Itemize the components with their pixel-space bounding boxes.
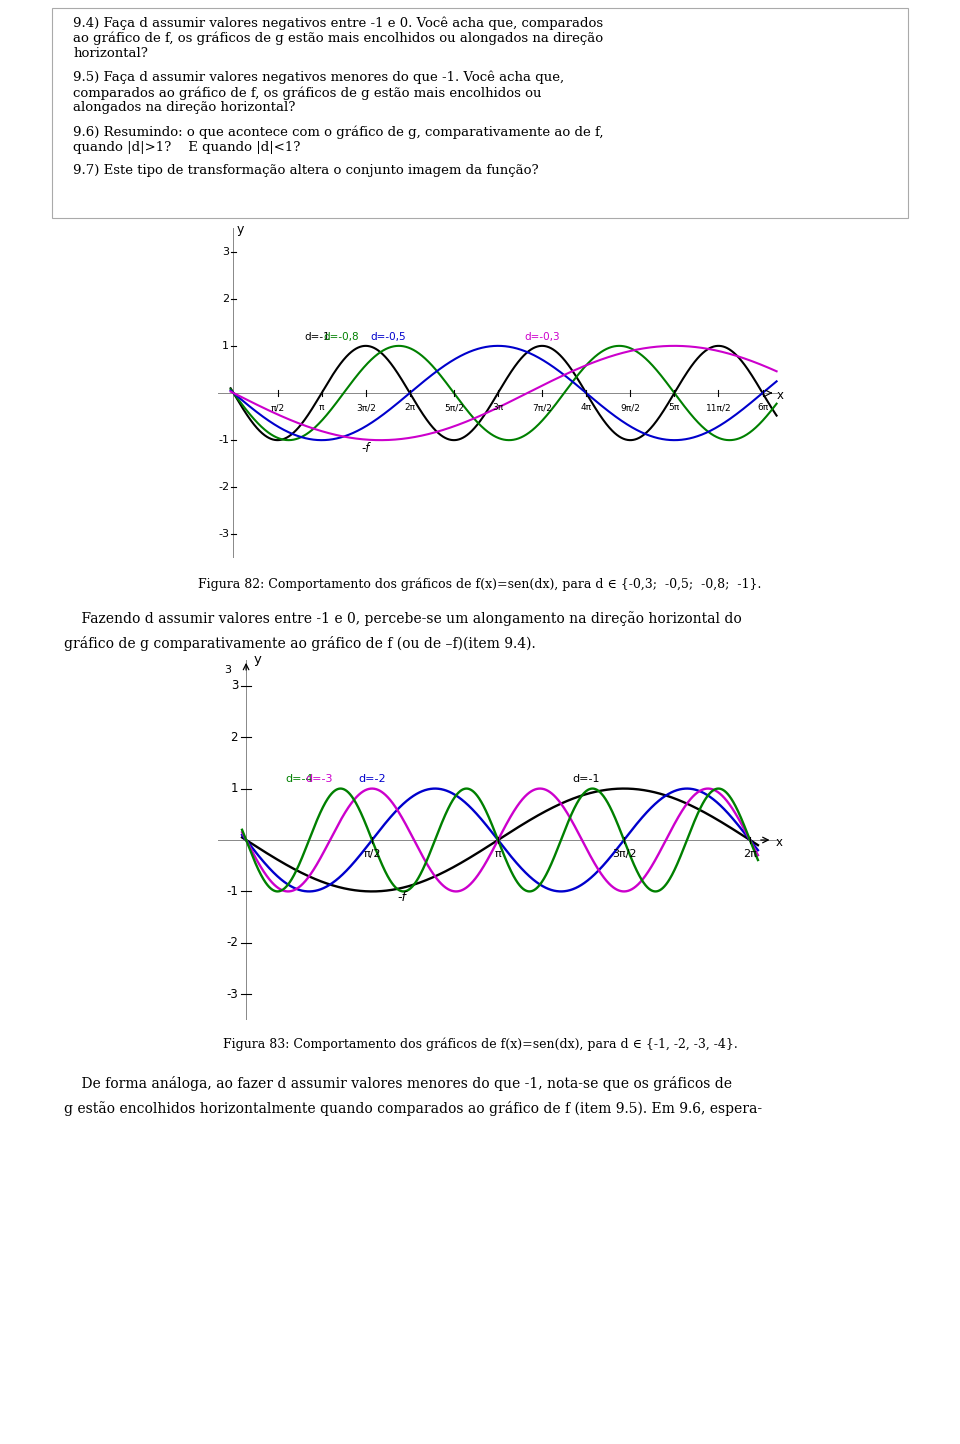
Text: π: π bbox=[319, 403, 324, 413]
Text: d=-4: d=-4 bbox=[285, 774, 313, 784]
Text: g estão encolhidos horizontalmente quando comparados ao gráfico de f (item 9.5).: g estão encolhidos horizontalmente quand… bbox=[64, 1100, 762, 1116]
Text: ao gráfico de f, os gráficos de g estão mais encolhidos ou alongados na direção: ao gráfico de f, os gráficos de g estão … bbox=[73, 32, 604, 45]
Text: d=-0,5: d=-0,5 bbox=[370, 332, 405, 342]
Text: 2π: 2π bbox=[404, 403, 416, 413]
Text: -3: -3 bbox=[227, 988, 238, 1001]
Text: 5π/2: 5π/2 bbox=[444, 403, 464, 413]
Text: -f: -f bbox=[397, 891, 407, 904]
Text: horizontal?: horizontal? bbox=[73, 48, 148, 61]
Text: d=-1: d=-1 bbox=[572, 774, 600, 784]
Text: 7π/2: 7π/2 bbox=[532, 403, 552, 413]
Text: alongados na direção horizontal?: alongados na direção horizontal? bbox=[73, 101, 296, 114]
Text: -f: -f bbox=[362, 442, 370, 455]
Text: x: x bbox=[777, 388, 783, 401]
Text: π: π bbox=[494, 849, 501, 859]
Text: 9π/2: 9π/2 bbox=[620, 403, 640, 413]
Text: 2: 2 bbox=[230, 731, 238, 744]
Text: d=-1: d=-1 bbox=[304, 332, 330, 342]
Text: gráfico de g comparativamente ao gráfico de f (ou de –f)(item 9.4).: gráfico de g comparativamente ao gráfico… bbox=[64, 635, 536, 651]
Text: -1: -1 bbox=[218, 435, 229, 445]
Text: 9.7) Este tipo de transformação altera o conjunto imagem da função?: 9.7) Este tipo de transformação altera o… bbox=[73, 165, 539, 178]
Text: 11π/2: 11π/2 bbox=[706, 403, 732, 413]
Text: comparados ao gráfico de f, os gráficos de g estão mais encolhidos ou: comparados ao gráfico de f, os gráficos … bbox=[73, 87, 541, 100]
Text: Figura 83: Comportamento dos gráficos de f(x)=sen(dx), para d ∈ {-1, -2, -3, -4}: Figura 83: Comportamento dos gráficos de… bbox=[223, 1037, 737, 1051]
Text: x: x bbox=[776, 836, 782, 849]
Text: 3π/2: 3π/2 bbox=[356, 403, 375, 413]
Text: 2: 2 bbox=[222, 293, 229, 303]
Text: 1: 1 bbox=[222, 341, 229, 351]
Text: Fazendo d assumir valores entre -1 e 0, percebe-se um alongamento na direção hor: Fazendo d assumir valores entre -1 e 0, … bbox=[64, 611, 742, 627]
Text: y: y bbox=[254, 653, 262, 666]
Text: -2: -2 bbox=[218, 482, 229, 492]
Text: y: y bbox=[237, 222, 244, 235]
Text: π/2: π/2 bbox=[271, 403, 284, 413]
Text: 9.6) Resumindo: o que acontece com o gráfico de g, comparativamente ao de f,: 9.6) Resumindo: o que acontece com o grá… bbox=[73, 126, 604, 139]
Text: 9.5) Faça d assumir valores negativos menores do que -1. Você acha que,: 9.5) Faça d assumir valores negativos me… bbox=[73, 71, 564, 84]
Text: 3: 3 bbox=[224, 666, 231, 676]
Text: De forma análoga, ao fazer d assumir valores menores do que -1, nota-se que os g: De forma análoga, ao fazer d assumir val… bbox=[64, 1076, 732, 1092]
Text: -1: -1 bbox=[227, 885, 238, 898]
Text: 9.4) Faça d assumir valores negativos entre -1 e 0. Você acha que, comparados: 9.4) Faça d assumir valores negativos en… bbox=[73, 16, 604, 30]
Text: 5π: 5π bbox=[669, 403, 680, 413]
Text: 3: 3 bbox=[230, 679, 238, 692]
Text: 4π: 4π bbox=[581, 403, 591, 413]
Text: d=-2: d=-2 bbox=[358, 774, 386, 784]
Text: -2: -2 bbox=[227, 936, 238, 949]
Text: 3π: 3π bbox=[492, 403, 504, 413]
Text: 3π/2: 3π/2 bbox=[612, 849, 636, 859]
Text: d=-0,8: d=-0,8 bbox=[324, 332, 359, 342]
Text: -3: -3 bbox=[218, 530, 229, 540]
Text: d=-3: d=-3 bbox=[305, 774, 333, 784]
Text: Figura 82: Comportamento dos gráficos de f(x)=sen(dx), para d ∈ {-0,3;  -0,5;  -: Figura 82: Comportamento dos gráficos de… bbox=[199, 578, 761, 591]
FancyBboxPatch shape bbox=[52, 9, 908, 218]
Text: 1: 1 bbox=[230, 783, 238, 796]
Text: π/2: π/2 bbox=[363, 849, 381, 859]
Text: 6π: 6π bbox=[756, 403, 768, 413]
Text: d=-0,3: d=-0,3 bbox=[524, 332, 560, 342]
Text: 2π: 2π bbox=[743, 849, 756, 859]
Text: 3: 3 bbox=[222, 247, 229, 257]
Text: quando |d|>1?    E quando |d|<1?: quando |d|>1? E quando |d|<1? bbox=[73, 140, 300, 153]
